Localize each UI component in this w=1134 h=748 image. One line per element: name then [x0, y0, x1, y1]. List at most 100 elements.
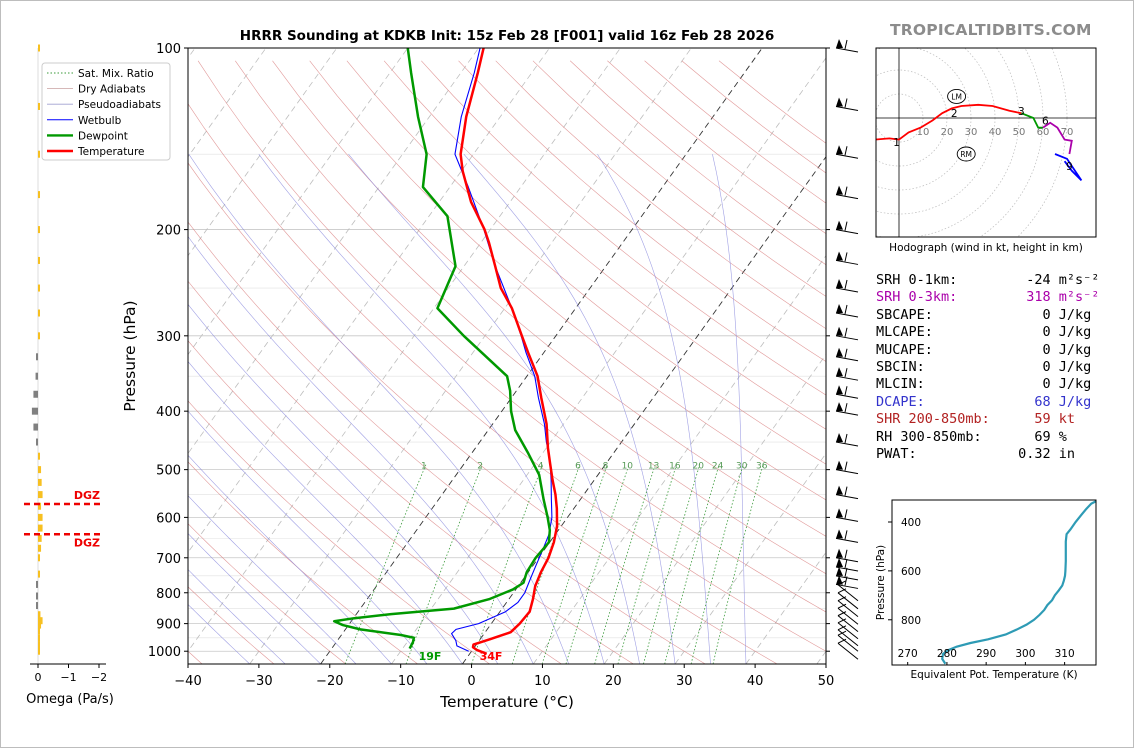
wind-barb-flag — [837, 611, 847, 617]
wind-barb-staff — [835, 194, 859, 200]
wind-barb-pennant — [836, 97, 843, 107]
x-tick-label: −10 — [387, 674, 414, 689]
wind-barb-pennant — [836, 566, 843, 576]
stat-label: SBCAPE: — [876, 306, 933, 323]
dry-adiabat — [235, 60, 826, 575]
hodograph-plot: 10 20 30 40 50 60 70 1 2 3 6 9 LM RM — [876, 48, 1096, 237]
stat-value: 0 J/kg — [1010, 341, 1092, 358]
chart-title: HRRR Sounding at KDKB Init: 15z Feb 28 [… — [240, 28, 774, 44]
wind-barb-pennant — [836, 145, 843, 155]
wind-barb-flag — [844, 221, 848, 231]
hodo-height-label: 2 — [951, 108, 958, 120]
mixing-ratio-line — [664, 464, 720, 664]
wind-barb-flag — [837, 638, 847, 644]
hodo-height-label: 1 — [893, 137, 900, 149]
skewt-traces — [332, 48, 559, 655]
wind-barb-staff — [837, 592, 859, 610]
wind-barb-pennant — [836, 251, 843, 261]
hodo-caption: Hodograph (wind in kt, height in km) — [889, 242, 1083, 254]
theta-e-x-tick-label: 270 — [898, 648, 918, 660]
omega-bar — [38, 256, 40, 264]
wind-barb-staff — [835, 469, 859, 475]
surface-dewpoint-label: 19F — [419, 650, 442, 663]
wind-barb-staff — [837, 615, 859, 633]
omega-bar — [38, 332, 40, 340]
mixing-ratio-line — [643, 464, 701, 664]
wind-barb-staff — [835, 259, 859, 265]
wind-barb-staff — [837, 607, 859, 625]
x-axis-label: Temperature (°C) — [439, 693, 574, 711]
stat-value: -24 m²s⁻² — [1010, 272, 1100, 288]
wind-barb-staff — [835, 575, 859, 581]
wind-barb — [835, 367, 859, 381]
wind-barb — [835, 508, 859, 522]
moist-adiabat — [188, 154, 570, 664]
omega-tick-label: −1 — [60, 671, 76, 684]
wind-barb-flag — [844, 279, 848, 290]
x-tick-label: 0 — [467, 674, 475, 689]
y-tick-label: 700 — [156, 552, 181, 567]
mixing-ratio-line — [690, 464, 744, 664]
stat-label: PWAT: — [876, 445, 917, 462]
legend-label: Temperature — [77, 146, 145, 158]
moist-adiabat — [188, 495, 357, 664]
moist-adiabat — [348, 154, 640, 664]
wind-barb-flag — [844, 558, 848, 569]
stat-value: 69 % — [1010, 428, 1067, 445]
mixing-ratio-label: 13 — [648, 462, 659, 472]
wind-barb-staff — [837, 584, 859, 602]
moist-adiabat — [188, 604, 250, 664]
omega-bar — [38, 502, 42, 510]
stat-value: 0 J/kg — [1010, 306, 1092, 323]
theta-e-plot — [941, 500, 1096, 665]
x-tick-label: 20 — [605, 674, 622, 689]
wind-barb-staff — [835, 537, 859, 543]
hodo-trace — [876, 103, 1022, 141]
mixing-ratio-line — [565, 464, 630, 664]
wind-barb-pennant — [836, 508, 843, 518]
wind-barb-pennant — [836, 460, 843, 470]
wind-barb — [835, 485, 859, 500]
wind-barb-pennant — [836, 326, 843, 336]
wind-barb-staff — [837, 600, 859, 618]
legend-box — [41, 62, 171, 161]
brand-watermark: TROPICALTIDBITS.COM — [890, 21, 1092, 39]
hodo-ring-label: 50 — [1013, 127, 1026, 138]
omega-bar — [38, 491, 43, 499]
omega-bar — [38, 102, 40, 110]
wind-barb — [835, 304, 859, 318]
omega-bar — [38, 466, 42, 474]
moist-adiabat — [188, 569, 286, 664]
dry-adiabat — [383, 60, 826, 430]
moist-adiabat — [188, 533, 321, 664]
x-tick-label: −30 — [245, 674, 272, 689]
legend-label: Dewpoint — [78, 130, 128, 142]
wind-barb — [835, 326, 859, 341]
skewt-frame — [187, 47, 827, 665]
wind-barb-pennant — [836, 557, 843, 567]
x-tick-label: −20 — [316, 674, 343, 689]
stat-label: RH 300-850mb: — [876, 428, 982, 445]
stat-value: 0 J/kg — [1010, 324, 1092, 341]
hodo-ring-label: 10 — [917, 127, 930, 138]
omega-bar — [36, 438, 38, 446]
dry-adiabat — [309, 60, 826, 501]
dry-adiabat — [188, 280, 634, 664]
wind-barb-flag — [844, 509, 848, 519]
wind-barb — [835, 529, 859, 543]
wind-barb-pennant — [836, 529, 843, 539]
mixing-ratio-line — [471, 464, 543, 664]
wind-barb-flag — [844, 386, 848, 396]
hodo-trace — [1021, 112, 1043, 129]
wind-barb — [835, 97, 859, 111]
stat-label: SBCIN: — [876, 358, 925, 375]
isotherm-line — [188, 48, 621, 652]
wind-barb-flag — [844, 327, 848, 337]
x-tick-label: 10 — [534, 674, 551, 689]
stat-label: SHR 200-850mb: — [876, 411, 990, 428]
theta-e-y-tick-label: 600 — [901, 566, 921, 578]
wind-barb — [835, 460, 859, 475]
omega-bar — [38, 478, 42, 486]
stat-value: 318 m²s⁻² — [1010, 289, 1100, 306]
stat-value: 0 J/kg — [1010, 358, 1092, 375]
